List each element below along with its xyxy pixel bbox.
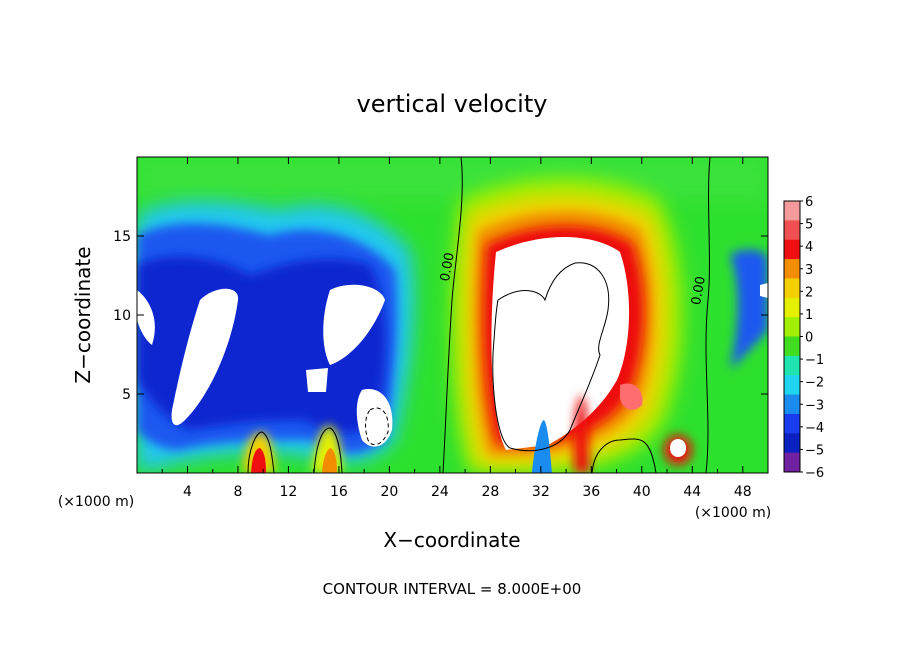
- surface-contour-2: [313, 427, 343, 473]
- colorbar-swatch: [784, 259, 800, 279]
- y-tick-label: 5: [122, 387, 131, 403]
- y-axis: 5 10 15: [113, 229, 768, 403]
- colorbar-swatch: [784, 433, 800, 454]
- x-axis-label: X−coordinate: [383, 528, 520, 552]
- x-tick-label: 44: [683, 484, 701, 500]
- colorbar-label: −5: [805, 443, 824, 458]
- colorbar-swatch: [784, 317, 800, 337]
- zero-contours: [247, 157, 711, 473]
- x-tick-label: 16: [330, 484, 348, 500]
- x-tick-label: 20: [380, 484, 398, 500]
- x-tick-label: 12: [280, 484, 298, 500]
- surface-updraft-2-core: [322, 448, 337, 473]
- colorbar: 6 5 4 3 2 1 0 −1 −2 −3 −4 −5 −6: [783, 195, 824, 481]
- colorbar-label: 6: [805, 195, 813, 210]
- right-downdraft: [730, 249, 768, 370]
- colorbar-label: 3: [805, 263, 813, 278]
- x-units-right: (×1000 m): [695, 505, 771, 521]
- x-axis: 4 8 12 16 20 24 28 32 36 40 44 48: [161, 157, 752, 500]
- x-tick-label: 8: [233, 484, 242, 500]
- colorbar-swatch: [784, 278, 800, 299]
- surface-contour-1: [247, 431, 275, 473]
- colorbar-swatch: [784, 375, 800, 396]
- downdraft-core-left: [171, 288, 239, 426]
- colorbar-label: −6: [805, 466, 824, 481]
- colorbar-swatch: [784, 413, 800, 434]
- updraft-finger: [573, 395, 590, 473]
- contour-interval-note: CONTOUR INTERVAL = 8.000E+00: [323, 580, 582, 598]
- downdraft-core-edge: [137, 290, 155, 345]
- contour-labels: 0.00 0.00: [438, 251, 709, 306]
- lowlevel-updraft-core: [670, 439, 686, 457]
- y-axis-label: Z−coordinate: [71, 246, 95, 383]
- x-tick-label: 24: [431, 484, 449, 500]
- downdraft-contour: [365, 407, 389, 446]
- colorbar-swatch: [784, 297, 800, 318]
- chart-title: vertical velocity: [357, 90, 548, 118]
- x-tick-label: 4: [183, 484, 192, 500]
- colorbar-swatch: [784, 394, 800, 415]
- x-tick-label: 40: [633, 484, 651, 500]
- colorbar-label: 1: [805, 308, 813, 323]
- upper-band: [137, 157, 768, 200]
- zero-contour-left: [442, 157, 463, 473]
- zero-contour-right: [705, 157, 711, 473]
- y-tick-label: 15: [113, 229, 131, 245]
- updraft-core-contour: [492, 262, 610, 452]
- downdraft-core-mid: [323, 284, 385, 365]
- x-tick-label: 48: [734, 484, 752, 500]
- x-tick-label: 28: [481, 484, 499, 500]
- right-downdraft-core: [760, 283, 768, 298]
- y-tick-label: 10: [113, 308, 131, 324]
- colorbar-swatch: [784, 452, 800, 473]
- colorbar-label: −2: [805, 376, 824, 391]
- x-tick-label: 32: [532, 484, 550, 500]
- colorbar-label: −1: [805, 353, 824, 368]
- colorbar-swatch: [784, 220, 800, 241]
- colorbar-swatch: [784, 336, 800, 357]
- contour-label: 0.00: [689, 275, 709, 306]
- surface-updraft-1-core: [251, 448, 266, 473]
- colorbar-swatch: [784, 239, 800, 260]
- downdraft-core-small: [306, 368, 328, 392]
- colorbar-label: 5: [805, 218, 813, 233]
- colorbar-label: 0: [805, 331, 813, 346]
- contour-label: 0.00: [438, 251, 458, 282]
- colorbar-label: −4: [805, 421, 824, 436]
- colorbar-label: 2: [805, 285, 813, 300]
- updraft-side-core: [620, 383, 643, 410]
- colorbar-swatch: [784, 201, 800, 221]
- x-units-left: (×1000 m): [58, 494, 134, 510]
- plot-area: [137, 157, 768, 473]
- colorbar-swatch: [784, 355, 800, 376]
- x-tick-label: 36: [582, 484, 600, 500]
- updraft-notch: [532, 420, 552, 473]
- lowlevel-contour: [591, 438, 657, 473]
- colorbar-label: −3: [805, 398, 824, 413]
- colorbar-label: 4: [805, 240, 813, 255]
